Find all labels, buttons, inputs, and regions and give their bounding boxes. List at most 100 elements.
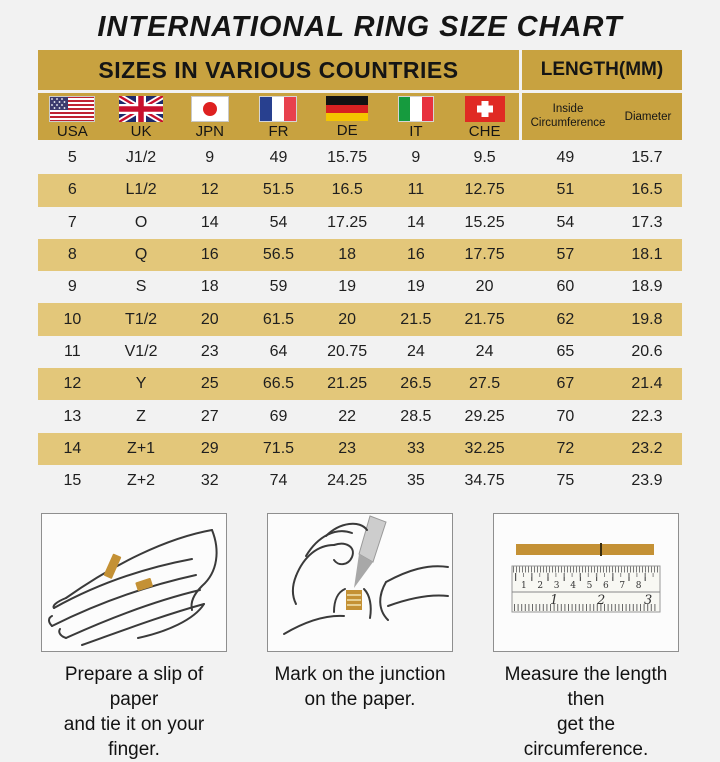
cell: Z+1: [127, 439, 156, 457]
cell: 33: [406, 439, 425, 457]
cell: 64: [269, 342, 288, 360]
cell: 21.75: [464, 310, 505, 328]
table-column-header-row: USA UK: [38, 93, 682, 140]
instruction-caption-3: Measure the length then get the circumfe…: [504, 664, 668, 761]
column-header-de: DE: [313, 93, 382, 140]
cell: 49: [556, 149, 575, 167]
instruction-caption-2: Mark on the junction on the paper.: [274, 664, 446, 711]
cell: 23.9: [631, 472, 663, 490]
cell: 19: [338, 278, 357, 296]
cell: 56.5: [262, 246, 295, 264]
cell: 62: [556, 310, 575, 328]
table-row: 9 S 18 59 19 19 20 60 18.9: [38, 271, 682, 303]
cell: 28.5: [400, 407, 432, 425]
cell: 18: [200, 278, 219, 296]
cell: 23: [338, 439, 357, 457]
cell: 35: [406, 472, 425, 490]
cell: O: [134, 213, 148, 231]
column-header-che: CHE: [450, 93, 519, 140]
cell: 20.6: [631, 342, 663, 360]
column-header-fr: FR: [244, 93, 313, 140]
ruler-inch-numbers: 1 2 3: [550, 593, 652, 608]
usa-flag-icon: [49, 95, 96, 122]
column-header-inside-circumference: Inside Circumference: [530, 103, 606, 129]
cell: 69: [269, 407, 288, 425]
paper-strip: [516, 544, 654, 555]
table-row: 5 J1/2 9 49 15.75 9 9.5 49 15.7: [38, 142, 682, 174]
cell: 24.25: [327, 472, 368, 490]
cell: 20: [200, 310, 219, 328]
column-label-usa: USA: [56, 122, 88, 140]
cell: S: [135, 278, 147, 296]
cell: 17.3: [631, 213, 663, 231]
svg-text:4: 4: [570, 581, 576, 591]
column-header-it: IT: [382, 93, 451, 140]
flags-header-area: USA UK: [38, 93, 519, 140]
table-row: 8 Q 16 56.5 18 16 17.75 57 18.1: [38, 238, 682, 272]
cell: 13: [63, 407, 82, 425]
svg-text:3: 3: [644, 593, 652, 608]
sizes-group-header: SIZES IN VARIOUS COUNTRIES: [38, 50, 519, 90]
cell: 59: [269, 278, 288, 296]
cell: 74: [269, 472, 288, 490]
table-row: 15 Z+2 32 74 24.25 35 34.75 75 23.9: [38, 465, 682, 497]
svg-text:1: 1: [521, 581, 527, 591]
header-vertical-divider: [519, 93, 522, 140]
instruction-step-1: Prepare a slip of paper and tie it on yo…: [41, 513, 227, 762]
cell: 10: [63, 310, 82, 328]
cell: 12: [63, 375, 82, 393]
table-row: 10 T1/2 20 61.5 20 21.5 21.75 62 19.8: [38, 303, 682, 336]
cell: Z+2: [127, 472, 156, 490]
table-row: 6 L1/2 12 51.5 16.5 11 12.75 51 16.5: [38, 174, 682, 207]
cell: 72: [556, 439, 575, 457]
svg-text:3: 3: [554, 581, 560, 591]
germany-flag-icon: [326, 96, 369, 121]
cell: 49: [269, 149, 288, 167]
size-chart-table: SIZES IN VARIOUS COUNTRIES LENGTH(MM): [38, 50, 682, 497]
cell: 15.75: [327, 149, 368, 167]
cell: 21.5: [400, 310, 432, 328]
cell: T1/2: [125, 310, 158, 328]
cell: 18.9: [631, 278, 663, 296]
cell: 34.75: [464, 472, 505, 490]
italy-flag-icon: [397, 95, 434, 122]
cell: 16.5: [331, 181, 363, 199]
cell: 11: [407, 181, 425, 199]
header-horizontal-divider: [38, 90, 682, 93]
cell: 29: [200, 439, 219, 457]
cell: 22: [338, 407, 357, 425]
column-label-jpn: JPN: [195, 122, 224, 140]
svg-text:2: 2: [596, 593, 605, 608]
cell: 66.5: [262, 375, 295, 393]
length-header-area: Inside Circumference Diameter: [522, 93, 682, 140]
cell: 54: [556, 213, 575, 231]
cell: 27: [200, 407, 219, 425]
cell: 19: [406, 278, 425, 296]
cell: 20: [475, 278, 494, 296]
cell: 51: [556, 181, 575, 199]
cell: 25: [200, 375, 219, 393]
cell: 16: [200, 246, 219, 264]
cell: 12: [200, 181, 219, 199]
column-label-de: DE: [336, 122, 358, 139]
cell: 18: [338, 246, 357, 264]
cell: Z: [136, 407, 146, 425]
cell: 17.25: [327, 213, 368, 231]
cell: 23.2: [631, 439, 663, 457]
page-title: INTERNATIONAL RING SIZE CHART: [97, 11, 623, 43]
cell: 9: [411, 149, 421, 167]
cell: 15: [63, 472, 82, 490]
switzerland-flag-icon: [464, 95, 505, 122]
cell: 65: [556, 342, 575, 360]
cell: Y: [135, 375, 147, 393]
cell: 8: [67, 246, 77, 264]
cell: 14: [63, 439, 82, 457]
cell: 14: [200, 213, 219, 231]
cell: 15.7: [631, 149, 663, 167]
table-row: 14 Z+1 29 71.5 23 33 32.25 72 23.2: [38, 432, 682, 465]
cell: 9: [67, 278, 77, 296]
hand-with-paper-strip-icon: [41, 513, 227, 652]
cell: 21.4: [631, 375, 663, 393]
